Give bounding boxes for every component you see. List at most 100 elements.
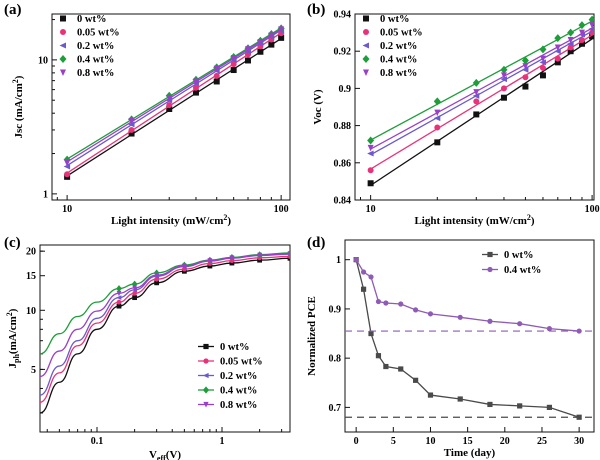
chart-panel-b: (b) 10 100 0.84 0.86 0.88 0.9 0.92 0.94 Light int… <box>307 2 600 227</box>
plot-area <box>345 257 594 420</box>
data-point <box>116 303 122 309</box>
data-point <box>567 28 575 37</box>
data-point <box>457 396 463 402</box>
legend-label: 0.8 wt% <box>220 400 257 411</box>
data-point <box>576 328 582 334</box>
legend-marker <box>203 358 209 364</box>
fit-line <box>370 30 593 156</box>
data-point <box>457 314 463 320</box>
plot-area <box>63 24 285 180</box>
y-axis-label: Jsc (mA/cm2) <box>11 75 25 138</box>
data-point <box>521 66 529 73</box>
data-point <box>521 56 529 65</box>
data-point <box>522 63 529 70</box>
fit-line <box>66 32 282 174</box>
x-tick-label: 0 <box>354 436 359 447</box>
series-line <box>40 257 290 414</box>
label-part: Jsc (mA/cm <box>13 83 25 138</box>
legend-label: 0.4 wt% <box>380 55 417 66</box>
data-point <box>576 414 582 420</box>
data-point <box>116 295 122 301</box>
data-point <box>588 15 594 24</box>
data-point <box>554 48 561 55</box>
data-point <box>539 72 546 79</box>
plot-frame <box>51 13 291 201</box>
legend-marker <box>60 69 66 76</box>
x-axis: 0 5 10 15 20 25 30 <box>354 427 584 447</box>
legend-label: 0 wt% <box>77 14 106 25</box>
plot-frame <box>39 244 291 433</box>
data-point <box>578 40 585 47</box>
data-point <box>166 105 173 112</box>
x-axis: 10 100 <box>56 195 289 215</box>
y-tick-label: 0.9 <box>329 304 342 315</box>
data-point <box>427 311 434 317</box>
data-point <box>383 300 389 306</box>
label-part: Voc (V) <box>312 89 324 125</box>
y-tick-label: 15 <box>26 271 36 282</box>
legend-marker <box>362 55 370 63</box>
data-point <box>434 124 441 131</box>
series-0-8-wt- <box>40 251 290 378</box>
legend: 0 wt% 0.05 wt% 0.2 wt% 0.4 wt% 0.8 wt% <box>59 14 120 79</box>
data-point <box>353 257 359 263</box>
data-point <box>472 92 480 99</box>
plot-area <box>40 249 290 414</box>
y-tick-label: 0.86 <box>334 158 352 169</box>
data-point <box>166 102 173 109</box>
data-point <box>522 74 529 81</box>
legend-label: 0.4 wt% <box>504 265 541 276</box>
label-part: (V) <box>166 449 182 460</box>
legend-label: 0.2 wt% <box>220 371 257 382</box>
y-tick-label: 0.7 <box>329 403 342 414</box>
data-point <box>433 97 441 106</box>
series-line <box>355 259 580 332</box>
data-point <box>375 353 382 359</box>
series-line <box>40 255 290 403</box>
y-tick-label: 5 <box>31 365 36 376</box>
data-point <box>539 64 546 71</box>
legend-marker <box>362 42 369 49</box>
legend: 0 wt% 0.4 wt% <box>482 250 541 276</box>
data-point <box>132 285 138 291</box>
data-point <box>398 366 404 372</box>
data-point <box>128 117 135 125</box>
data-point <box>132 295 138 301</box>
data-point <box>473 111 480 118</box>
data-point <box>567 48 574 55</box>
data-point <box>207 258 213 264</box>
series-0-8-wt- <box>64 26 285 167</box>
data-point <box>500 94 507 101</box>
legend-label: 0.4 wt% <box>77 55 114 66</box>
x-tick-label: 10 <box>366 204 376 215</box>
x-tick-label: 10 <box>62 204 72 215</box>
series-0-2-wt- <box>367 26 594 157</box>
series-line <box>355 259 580 418</box>
plot-frame <box>344 239 595 433</box>
label-part: J <box>7 362 19 368</box>
data-point <box>367 180 374 187</box>
legend-label: 0.05 wt% <box>77 28 120 39</box>
data-point <box>500 85 507 92</box>
panel-label: (d) <box>307 235 325 251</box>
legend-marker <box>59 55 67 63</box>
legend-marker <box>60 15 66 22</box>
legend-marker <box>202 372 209 379</box>
data-point <box>132 290 138 296</box>
panel-label: (c) <box>4 235 21 251</box>
x-axis-label: Time (day) <box>444 447 496 459</box>
series-0-05-wt- <box>64 30 285 178</box>
data-point <box>546 326 553 332</box>
y-tick-label: 0.84 <box>334 196 352 207</box>
data-point <box>230 61 237 68</box>
data-point <box>154 280 160 286</box>
label-part: ph <box>12 354 21 363</box>
data-point <box>230 67 237 74</box>
legend-label: 0.05 wt% <box>220 357 263 368</box>
panel-label: (a) <box>4 2 22 18</box>
series-0-4-wt- <box>40 249 290 355</box>
legend-label: 0.2 wt% <box>77 41 114 52</box>
label-part: V <box>149 449 157 460</box>
data-point <box>192 78 199 85</box>
